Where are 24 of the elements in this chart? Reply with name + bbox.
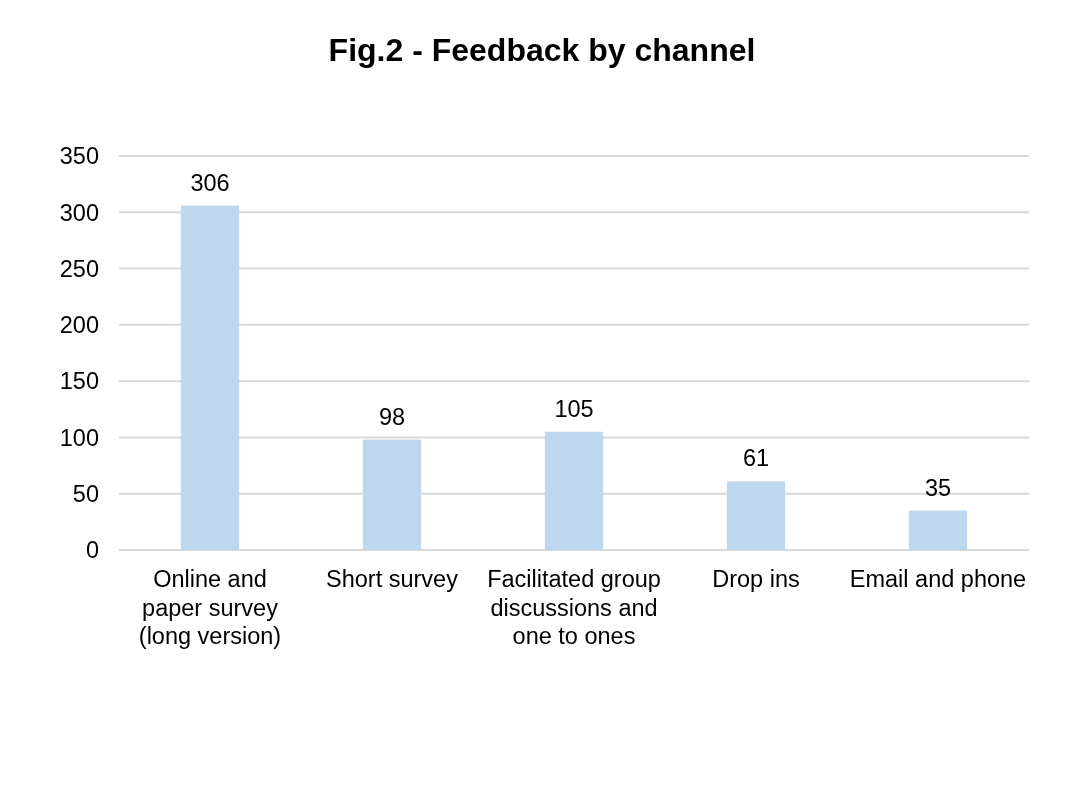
bar (362, 439, 422, 550)
data-label: 306 (190, 169, 230, 196)
x-tick-label: Email and phone (849, 566, 1027, 592)
bar (908, 510, 968, 550)
bar (726, 481, 786, 550)
y-tick-label: 250 (59, 255, 99, 282)
x-tick-label: Facilitated group discussions and one to ones (487, 566, 661, 649)
data-label: 105 (554, 395, 594, 422)
chart-title: Fig.2 - Feedback by channel (328, 32, 756, 68)
y-tick-label: 350 (59, 143, 99, 170)
data-label: 98 (378, 403, 406, 430)
x-tick-label: Online and paper survey (long version) (138, 566, 282, 649)
data-label: 35 (924, 474, 952, 501)
y-tick-label: 100 (59, 424, 99, 451)
y-tick-label: 50 (72, 480, 99, 507)
y-tick-label: 300 (59, 199, 99, 226)
x-tick-label: Drop ins (712, 566, 800, 592)
y-tick-label: 0 (85, 537, 99, 564)
x-tick-label: Short survey (326, 566, 459, 592)
bar (180, 205, 240, 550)
y-tick-label: 200 (59, 312, 99, 339)
y-tick-label: 150 (59, 368, 99, 395)
bar (544, 431, 604, 550)
data-label: 61 (742, 445, 770, 472)
